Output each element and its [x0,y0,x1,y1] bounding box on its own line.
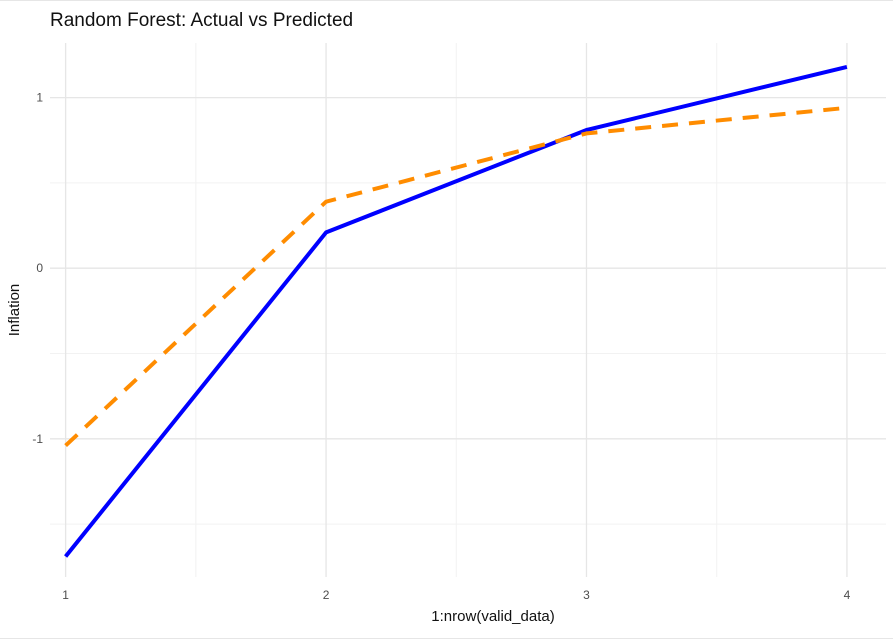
y-axis-label: Inflation [6,284,23,337]
y-tick-label: 1 [36,91,43,105]
x-tick-label: 2 [323,588,330,602]
series-line-dashed [64,105,848,448]
x-tick-label: 4 [844,588,851,602]
y-tick-label: -1 [32,432,43,446]
series-line-solid [64,64,848,558]
chart-title: Random Forest: Actual vs Predicted [50,10,354,31]
x-tick-label: 1 [62,588,69,602]
x-tick-label: 3 [583,588,590,602]
x-axis-label: 1:nrow(valid_data) [431,608,554,625]
y-tick-label: 0 [36,261,43,275]
